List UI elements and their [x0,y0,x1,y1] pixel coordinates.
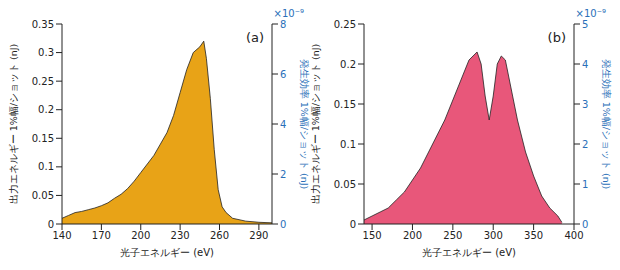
svg-text:0.15: 0.15 [334,99,356,110]
svg-text:0.05: 0.05 [334,179,356,190]
svg-text:8: 8 [280,19,286,30]
svg-text:260: 260 [210,230,229,241]
svg-text:発生効率 1%幅/ショット (nJ): 発生効率 1%幅/ショット (nJ) [601,59,612,190]
svg-text:発生効率 1%幅/ショット (nJ): 発生効率 1%幅/ショット (nJ) [299,59,310,190]
svg-text:0.1: 0.1 [340,139,356,150]
svg-text:6: 6 [280,69,286,80]
svg-text:400: 400 [564,230,583,241]
svg-text:2: 2 [280,169,286,180]
svg-text:200: 200 [403,230,422,241]
svg-text:0: 0 [280,219,286,230]
svg-text:0.15: 0.15 [32,133,54,144]
svg-text:350: 350 [524,230,543,241]
svg-text:4: 4 [280,119,286,130]
svg-text:250: 250 [443,230,462,241]
svg-text:230: 230 [171,230,190,241]
html-text:×10⁻⁹: ×10⁻⁹ [273,8,304,19]
svg-text:0.05: 0.05 [32,190,54,201]
svg-text:300: 300 [484,230,503,241]
svg-text:0.35: 0.35 [32,19,54,30]
svg-text:5: 5 [582,19,588,30]
svg-text:0.2: 0.2 [340,59,356,70]
svg-text:0: 0 [48,219,54,230]
html-text:×10⁻⁹: ×10⁻⁹ [575,8,606,19]
svg-text:3: 3 [582,99,588,110]
svg-text:0.3: 0.3 [38,47,54,58]
svg-text:出力エネルギー 1%幅/ショット (nJ): 出力エネルギー 1%幅/ショット (nJ) [8,44,19,205]
svg-text:200: 200 [131,230,150,241]
svg-text:0.25: 0.25 [334,19,356,30]
svg-text:150: 150 [363,230,382,241]
svg-text:光子エネルギー (eV): 光子エネルギー (eV) [422,247,516,258]
svg-text:0.1: 0.1 [38,161,54,172]
svg-text:0: 0 [582,219,588,230]
html-text:(a): (a) [245,30,264,45]
svg-text:0: 0 [350,219,356,230]
svg-text:光子エネルギー (eV): 光子エネルギー (eV) [120,247,214,258]
svg-text:140: 140 [52,230,71,241]
svg-text:4: 4 [582,59,588,70]
svg-text:0.2: 0.2 [38,104,54,115]
svg-text:290: 290 [249,230,268,241]
html-text:(b): (b) [547,30,566,45]
svg-text:出力エネルギー 1%幅/ショット (nJ): 出力エネルギー 1%幅/ショット (nJ) [310,44,321,205]
svg-text:2: 2 [582,139,588,150]
svg-text:170: 170 [92,230,111,241]
svg-text:0.25: 0.25 [32,76,54,87]
svg-text:1: 1 [582,179,588,190]
